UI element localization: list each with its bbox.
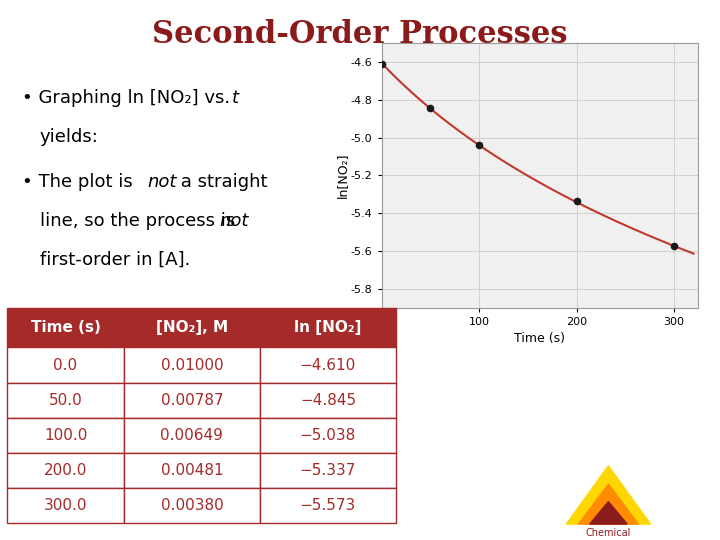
FancyBboxPatch shape <box>260 488 396 523</box>
Text: not: not <box>220 212 249 230</box>
Polygon shape <box>566 466 651 524</box>
Y-axis label: ln[NO₂]: ln[NO₂] <box>336 153 349 198</box>
Text: • Graphing ln [NO₂] vs.: • Graphing ln [NO₂] vs. <box>22 89 235 107</box>
Text: a straight: a straight <box>175 173 267 191</box>
FancyBboxPatch shape <box>124 488 260 523</box>
Point <box>668 242 680 251</box>
FancyBboxPatch shape <box>260 453 396 488</box>
Polygon shape <box>590 502 627 524</box>
Text: 0.00649: 0.00649 <box>161 428 223 443</box>
FancyBboxPatch shape <box>7 308 124 348</box>
Text: 0.00787: 0.00787 <box>161 393 223 408</box>
Point <box>376 59 387 68</box>
Point <box>571 197 582 206</box>
FancyBboxPatch shape <box>260 348 396 383</box>
Text: −4.610: −4.610 <box>300 357 356 373</box>
Text: −5.337: −5.337 <box>300 463 356 478</box>
Text: Time (s): Time (s) <box>30 320 101 335</box>
Text: −5.038: −5.038 <box>300 428 356 443</box>
FancyBboxPatch shape <box>124 418 260 453</box>
FancyBboxPatch shape <box>260 308 396 348</box>
FancyBboxPatch shape <box>124 383 260 418</box>
Text: not: not <box>148 173 177 191</box>
Text: Second-Order Processes: Second-Order Processes <box>152 19 568 50</box>
Text: 0.00481: 0.00481 <box>161 463 223 478</box>
Text: Chemical: Chemical <box>585 528 631 538</box>
Text: 50.0: 50.0 <box>49 393 82 408</box>
Text: 0.01000: 0.01000 <box>161 357 223 373</box>
FancyBboxPatch shape <box>260 418 396 453</box>
Point <box>473 140 485 149</box>
Text: ln [NO₂]: ln [NO₂] <box>294 320 361 335</box>
Text: −5.573: −5.573 <box>300 498 356 513</box>
FancyBboxPatch shape <box>7 488 124 523</box>
FancyBboxPatch shape <box>124 453 260 488</box>
Text: line, so the process is: line, so the process is <box>40 212 240 230</box>
FancyBboxPatch shape <box>7 418 124 453</box>
FancyBboxPatch shape <box>124 348 260 383</box>
Text: 200.0: 200.0 <box>44 463 87 478</box>
FancyBboxPatch shape <box>7 348 124 383</box>
Text: 0.0: 0.0 <box>53 357 78 373</box>
FancyBboxPatch shape <box>260 383 396 418</box>
Text: t: t <box>232 89 239 107</box>
Text: yields:: yields: <box>40 128 99 146</box>
Polygon shape <box>578 484 639 524</box>
Text: • The plot is: • The plot is <box>22 173 138 191</box>
Text: 300.0: 300.0 <box>44 498 87 513</box>
Point <box>425 104 436 113</box>
X-axis label: Time (s): Time (s) <box>515 333 565 346</box>
FancyBboxPatch shape <box>7 383 124 418</box>
Text: −4.845: −4.845 <box>300 393 356 408</box>
Text: 100.0: 100.0 <box>44 428 87 443</box>
Text: first-order in [A].: first-order in [A]. <box>40 251 190 268</box>
FancyBboxPatch shape <box>7 453 124 488</box>
FancyBboxPatch shape <box>124 308 260 348</box>
Text: [NO₂], M: [NO₂], M <box>156 320 228 335</box>
Text: 0.00380: 0.00380 <box>161 498 223 513</box>
